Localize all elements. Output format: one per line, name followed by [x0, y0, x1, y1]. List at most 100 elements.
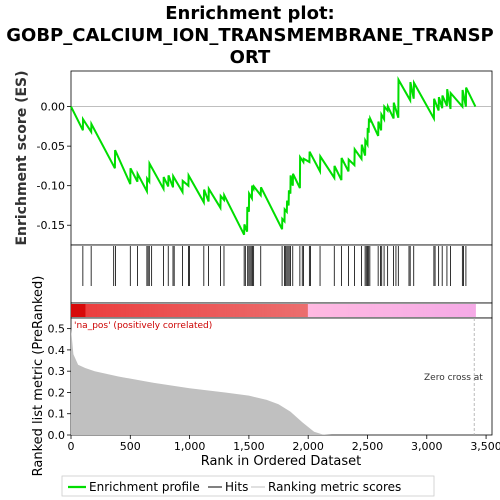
metric-y-ticks: 0.0 0.1 0.2 0.3 0.4 0.5: [48, 323, 71, 442]
heatmap-cell: [394, 304, 398, 317]
es-y-tick-label: -0.15: [37, 219, 65, 232]
heatmap-cell: [85, 304, 89, 317]
x-tick-label: 0: [68, 440, 75, 453]
hits-panel: [70, 244, 493, 304]
metric-y-axis-label: Ranked list metric (PreRanked): [31, 276, 46, 477]
heatmap-cell: [278, 304, 283, 317]
heatmap-cell: [330, 304, 335, 317]
heatmap-cell: [391, 304, 396, 317]
heatmap-cell: [186, 304, 190, 317]
heatmap-cell: [73, 304, 78, 317]
x-tick-label: 3,500: [470, 440, 500, 453]
heatmap-cell: [466, 304, 471, 317]
es-y-ticks: 0.00 -0.05 -0.10 -0.15: [37, 101, 71, 232]
heatmap-cell: [348, 304, 352, 317]
heatmap-cell: [449, 304, 453, 317]
x-tick-label: 1,500: [233, 440, 265, 453]
heatmap-cell: [224, 304, 228, 317]
heatmap-cell: [359, 304, 364, 317]
heatmap-cell: [120, 304, 124, 317]
heatmap-cell: [108, 304, 112, 317]
x-ticks: 0 500 1,000 1,500 2,000 2,500 3,000 3,500: [68, 435, 500, 453]
heatmap-cell: [273, 304, 277, 317]
heatmap-cell: [143, 304, 147, 317]
heatmap-cell: [258, 304, 263, 317]
heatmap-cell: [411, 304, 416, 317]
chart-title-line-2: GOBP_CALCIUM_ION_TRANSMEMBRANE_TRANSP: [6, 25, 493, 46]
heatmap-cell: [290, 304, 294, 317]
chart-title-line-1: Enrichment plot:: [165, 3, 335, 24]
heatmap-cell: [397, 304, 401, 317]
heatmap-cell: [420, 304, 424, 317]
heatmap-cell: [455, 304, 459, 317]
heatmap-cell: [307, 304, 312, 317]
heatmap-cell: [241, 304, 245, 317]
heatmap-cell: [212, 304, 216, 317]
heatmap-cell: [472, 304, 476, 317]
heatmap-cell: [111, 304, 115, 317]
heatmap-cell: [319, 304, 323, 317]
metric-y-tick-label: 0.4: [48, 344, 66, 357]
heatmap-cell: [345, 304, 349, 317]
heatmap-cell: [82, 304, 86, 317]
es-y-tick-label: -0.05: [37, 140, 65, 153]
heatmap-cell: [304, 304, 309, 317]
heatmap-cell: [252, 304, 257, 317]
heatmap-cell: [374, 304, 378, 317]
heatmap-cell: [310, 304, 315, 317]
heatmap-cell: [400, 304, 404, 317]
heatmap-cell: [255, 304, 260, 317]
heatmap-cell: [195, 304, 199, 317]
heatmap-cell: [380, 304, 384, 317]
heatmap-cell: [157, 304, 162, 317]
heatmap-cell: [166, 304, 170, 317]
es-y-tick-label: 0.00: [41, 101, 66, 114]
heatmap-cell: [229, 304, 234, 317]
heatmap-cell: [117, 304, 121, 317]
heatmap-cell: [137, 304, 141, 317]
zero-cross-label: Zero cross at: [424, 373, 483, 383]
heatmap-cell: [134, 304, 138, 317]
heatmap-cell: [96, 304, 101, 317]
heatmap-cell: [267, 304, 271, 317]
heatmap-cell: [169, 304, 173, 317]
heatmap-cell: [296, 304, 300, 317]
heatmap-cell: [281, 304, 286, 317]
heatmap-cell: [325, 304, 329, 317]
hit-markers: [82, 246, 467, 286]
heatmap-cell: [368, 304, 372, 317]
heatmap-cell: [206, 304, 211, 317]
heatmap-cell: [79, 304, 84, 317]
heatmap-cell: [128, 304, 133, 317]
heatmap-cell: [432, 304, 436, 317]
heatmap-cell: [299, 304, 303, 317]
heatmap-cell: [336, 304, 341, 317]
heatmap-cell: [284, 304, 289, 317]
heatmap-cell: [403, 304, 407, 317]
es-y-tick-label: -0.10: [37, 180, 65, 193]
heatmap-cell: [215, 304, 219, 317]
heatmap-cell: [114, 304, 118, 317]
heatmap-cell: [276, 304, 280, 317]
heatmap-cell: [88, 304, 92, 317]
heatmap-cell: [354, 304, 358, 317]
heatmap-cell: [218, 304, 222, 317]
heatmap-cell: [356, 304, 361, 317]
heatmap-cell: [452, 304, 456, 317]
heatmap-cell: [76, 304, 81, 317]
heatmap-cell: [328, 304, 332, 317]
x-axis-label: Rank in Ordered Dataset: [201, 454, 362, 469]
heatmap-cell: [414, 304, 419, 317]
heatmap-cell: [426, 304, 430, 317]
heatmap-cell: [177, 304, 182, 317]
heatmap-cell: [371, 304, 375, 317]
heatmap-cell: [203, 304, 208, 317]
heatmap-cell: [322, 304, 326, 317]
heatmap-cell: [351, 304, 355, 317]
enrichment-profile-line: [70, 75, 477, 236]
heatmap-cell: [209, 304, 214, 317]
heatmap-cell: [339, 304, 344, 317]
heatmap-cell: [377, 304, 381, 317]
heatmap-cell: [226, 304, 231, 317]
